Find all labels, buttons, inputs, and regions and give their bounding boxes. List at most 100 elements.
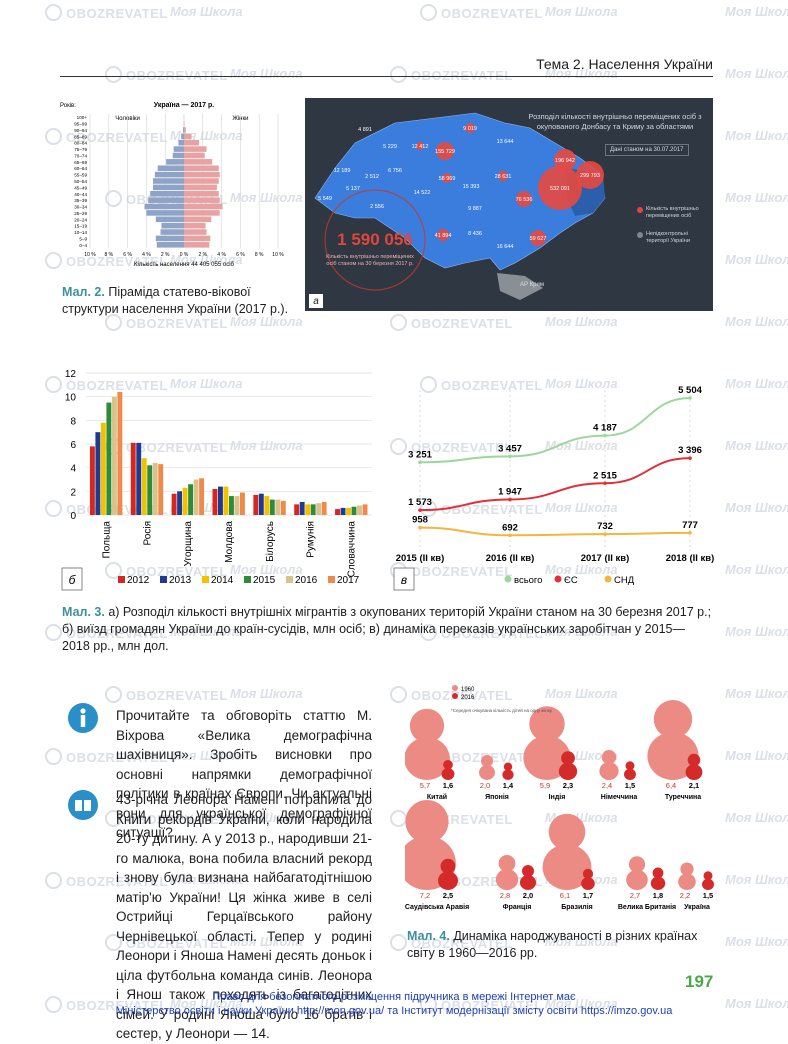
x-tick-label: 4 % bbox=[142, 252, 151, 258]
y-tick-label: 55–59 bbox=[74, 173, 87, 178]
legend-swatch bbox=[555, 576, 562, 583]
baby-head bbox=[704, 871, 713, 880]
x-axis-label: Кількість населення 44 405 055 осіб bbox=[134, 262, 234, 268]
legend-swatch bbox=[328, 576, 335, 583]
footer-line: Міністерство освіти і науки України http… bbox=[0, 1004, 788, 1018]
baby-head bbox=[629, 856, 645, 872]
caption: Мал. 4. Динаміка народжуваності в різних… bbox=[407, 928, 717, 962]
baby-body bbox=[599, 762, 618, 780]
baby-head bbox=[405, 800, 448, 843]
x-tick-label: 2015 (II кв) bbox=[396, 553, 445, 564]
legend-label: всього bbox=[514, 575, 542, 586]
baby-head bbox=[583, 869, 593, 879]
baby-body bbox=[496, 869, 518, 890]
bar bbox=[184, 134, 192, 140]
point bbox=[688, 456, 692, 460]
watermark: OBOZREVATEL bbox=[45, 4, 168, 21]
bar bbox=[158, 165, 184, 171]
legend-swatch bbox=[637, 232, 643, 238]
baby-head bbox=[410, 709, 444, 743]
bar bbox=[224, 487, 229, 515]
x-tick-label: 10 % bbox=[84, 252, 96, 258]
value-label: 5,7 bbox=[420, 781, 430, 790]
bar bbox=[184, 204, 223, 210]
region-value: 6 756 bbox=[388, 168, 402, 174]
bar bbox=[184, 223, 206, 229]
bar bbox=[184, 210, 220, 216]
baby-body bbox=[520, 875, 536, 890]
bar bbox=[161, 229, 185, 235]
y-tick-label: 10 bbox=[65, 393, 77, 404]
value-label: 2,3 bbox=[563, 781, 573, 790]
panel-letter: а bbox=[313, 296, 319, 307]
bar bbox=[148, 197, 184, 203]
category-label: Велика Британія bbox=[618, 903, 676, 911]
x-tick-label: 4 % bbox=[217, 252, 226, 258]
info-glyph bbox=[68, 703, 98, 733]
x-tick-label: 10 % bbox=[272, 252, 284, 258]
x-tick-label: Молдова bbox=[224, 521, 235, 563]
bar bbox=[136, 443, 141, 515]
baby-body bbox=[438, 871, 458, 890]
x-tick-label: Польща bbox=[101, 521, 112, 559]
y-tick-label: 6 bbox=[70, 440, 76, 451]
legend-swatch bbox=[244, 576, 251, 583]
baby-head bbox=[561, 751, 575, 765]
y-tick-label: 70–74 bbox=[74, 153, 87, 158]
watermark: OBOZREVATEL bbox=[105, 686, 228, 703]
category-label: Україна bbox=[684, 904, 710, 911]
legend-swatch bbox=[505, 576, 512, 583]
watermark: Моя Школа bbox=[725, 4, 788, 19]
bar bbox=[300, 502, 305, 515]
bar bbox=[112, 397, 117, 515]
caption: Мал. 2. Піраміда статево-вікової структу… bbox=[62, 284, 292, 318]
header-rule bbox=[60, 76, 713, 77]
bar bbox=[166, 159, 184, 165]
value-label: 1 573 bbox=[408, 497, 432, 508]
y-tick-label: 0–4 bbox=[79, 243, 87, 248]
baby-body bbox=[502, 770, 513, 781]
region-value: 5 229 bbox=[383, 144, 397, 150]
watermark: Моя Школа bbox=[725, 252, 788, 267]
value-label: 7,2 bbox=[420, 891, 430, 900]
value-label: 5,9 bbox=[540, 781, 550, 790]
legend-label: 1960 bbox=[461, 687, 475, 693]
bar bbox=[235, 496, 240, 515]
value-label: 1,8 bbox=[653, 891, 663, 900]
legend-swatch bbox=[605, 576, 612, 583]
category-label: Франція bbox=[503, 903, 532, 911]
bar bbox=[173, 153, 184, 159]
legend-label: 2015 bbox=[253, 575, 276, 586]
category-label: Індія bbox=[549, 793, 566, 801]
value-label: 1,4 bbox=[503, 781, 514, 790]
legend-label: 2014 bbox=[211, 575, 234, 586]
bar bbox=[294, 504, 299, 515]
watermark: Моя Школа bbox=[725, 810, 788, 825]
legend-swatch bbox=[286, 576, 293, 583]
baby-head bbox=[654, 700, 692, 738]
point bbox=[603, 434, 607, 438]
region-value: 155 729 bbox=[435, 149, 455, 155]
y-tick-label: 60–64 bbox=[74, 166, 87, 171]
bar bbox=[264, 496, 269, 515]
y-tick-label: 75–79 bbox=[74, 147, 87, 152]
value-label: 692 bbox=[502, 522, 518, 533]
bar bbox=[229, 496, 234, 515]
bar bbox=[153, 178, 184, 184]
category-label: Туреччина bbox=[665, 794, 701, 801]
x-tick-label: Румунія bbox=[306, 521, 317, 558]
region-value: 2 512 bbox=[365, 174, 379, 180]
point bbox=[418, 526, 422, 530]
y-tick-label: 35–39 bbox=[74, 198, 87, 203]
region-value: 15 393 bbox=[463, 184, 480, 190]
bar bbox=[146, 210, 184, 216]
point bbox=[508, 498, 512, 502]
x-tick-label: Білорусь bbox=[265, 521, 276, 562]
region-value: 76 536 bbox=[516, 197, 533, 203]
watermark: Моя Школа bbox=[725, 66, 788, 81]
bar bbox=[352, 507, 357, 515]
value-label: 5 504 bbox=[678, 385, 702, 396]
region-value: 16 644 bbox=[497, 244, 514, 250]
map-date: Дані станом на 30.07.2017 bbox=[605, 144, 689, 156]
